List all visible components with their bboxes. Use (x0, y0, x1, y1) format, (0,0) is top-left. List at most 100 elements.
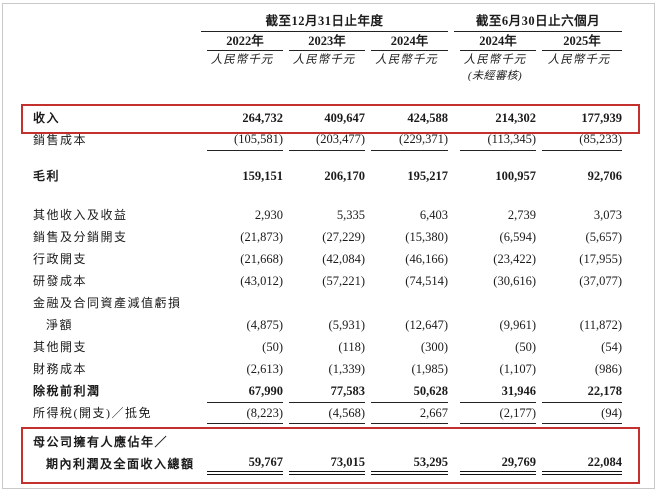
cell-value: 67,990 (248, 383, 283, 398)
cell-value: (27,229) (322, 229, 365, 244)
row-label: 其他開支 (33, 339, 88, 354)
cell-value: (23,422) (493, 251, 536, 266)
empty-corner-cell (33, 13, 201, 31)
cell-value: (118) (338, 339, 365, 354)
cell-value: 92,706 (587, 168, 622, 183)
cell-value: (11,872) (579, 317, 622, 332)
spacer-row (33, 187, 622, 204)
row-label: 金融及合同資產減值虧損 (33, 295, 182, 310)
table-row: 其他開支 (50) (118) (300) (50) (54) (33, 336, 622, 358)
cell-value: 6,403 (419, 207, 448, 222)
cell-value: (85,233) (536, 129, 622, 151)
column-group-annual: 截至12月31日止年度 (201, 13, 448, 32)
row-label: 銷售及分銷開支 (33, 229, 128, 244)
cell-value: (1,339) (328, 361, 365, 376)
row-label: 母公司擁有人應佔年／ (33, 434, 169, 449)
table-row: 金融及合同資產減值虧損 (33, 292, 622, 314)
row-label: 除稅前利潤 (33, 383, 101, 398)
cell-value: 2,930 (254, 207, 283, 222)
cell-value: (6,594) (499, 229, 536, 244)
cell-value: 264,732 (242, 110, 283, 125)
cell-value (283, 292, 365, 314)
cell-value: (43,012) (240, 273, 283, 288)
cell-value: 3,073 (593, 207, 622, 222)
unaudited-note: (未經審核) (467, 69, 523, 82)
cell-value: (37,077) (579, 273, 622, 288)
year-header-2023: 2023年 (283, 31, 365, 51)
row-label: 收入 (33, 110, 61, 125)
unit-label: 人民幣千元 (375, 53, 438, 66)
row-label: 毛利 (33, 168, 61, 183)
cell-value: 73,015 (283, 453, 365, 475)
image-frame-border (2, 3, 655, 489)
cell-value (454, 431, 536, 453)
cell-value: (9,961) (499, 317, 536, 332)
cell-value: 53,295 (365, 453, 448, 475)
unit-label: 人民幣千元 (463, 53, 527, 66)
cell-value: 206,170 (324, 168, 365, 183)
cell-value: (113,345) (454, 129, 536, 151)
table-row: 所得稅(開支)／抵免 (8,223) (4,568) 2,667 (2,177) (94) (33, 401, 622, 424)
cell-value: 29,769 (454, 453, 536, 475)
cell-value: 5,335 (336, 207, 365, 222)
cell-value: (5,657) (585, 229, 622, 244)
unit-label: 人民幣千元 (547, 53, 611, 66)
cell-value (201, 431, 283, 453)
cell-value: (94) (536, 401, 622, 424)
table-row: 除稅前利潤 67,990 77,583 50,628 31,946 22,178 (33, 380, 622, 402)
cell-value: (229,371) (365, 129, 448, 151)
table-row: 銷售成本 (105,581) (203,477) (229,371) (113,345)… (33, 129, 622, 151)
cell-value: (21,873) (240, 229, 283, 244)
cell-value: 424,588 (407, 110, 448, 125)
table-row-highlighted: 母公司擁有人應佔年／ (33, 431, 622, 453)
cell-value: 22,084 (536, 453, 622, 475)
table-row: 毛利 159,151 206,170 195,217 100,957 92,706 (33, 165, 622, 187)
year-header-2025-interim: 2025年 (536, 31, 622, 51)
cell-value: 50,628 (413, 383, 448, 398)
spacer-row (33, 424, 622, 431)
cell-value: (300) (420, 339, 448, 354)
table-row-highlighted: 期內利潤及全面收入總額 59,767 73,015 53,295 29,769 22,08… (33, 453, 622, 475)
cell-value: 59,767 (201, 453, 283, 475)
cell-value: (17,955) (579, 251, 622, 266)
row-label: 所得稅(開支)／抵免 (33, 405, 152, 420)
cell-value: (203,477) (283, 129, 365, 151)
cell-value: (4,875) (246, 317, 283, 332)
cell-value: 214,302 (495, 110, 536, 125)
unit-label: 人民幣千元 (292, 53, 356, 66)
cell-value: (50) (515, 339, 536, 354)
year-header-row: 2022年 2023年 2024年 2024年 2025年 (33, 31, 622, 51)
cell-value: 77,583 (330, 383, 365, 398)
cell-value: (1,985) (411, 361, 448, 376)
cell-value: (2,613) (246, 361, 283, 376)
row-label: 銷售成本 (33, 132, 88, 147)
cell-value (365, 431, 448, 453)
cell-value: (46,166) (405, 251, 448, 266)
row-label: 研發成本 (33, 273, 88, 288)
cell-value: 22,178 (587, 383, 622, 398)
cell-value: 31,946 (501, 383, 536, 398)
table-row: 淨額 (4,875) (5,931) (12,647) (9,961) (11,872) (33, 314, 622, 336)
year-header-2022: 2022年 (201, 31, 283, 51)
table-row: 其他收入及收益 2,930 5,335 6,403 2,739 3,073 (33, 204, 622, 226)
cell-value: (42,084) (322, 251, 365, 266)
spacer-row (33, 151, 622, 165)
currency-unit-row: 人民幣千元 人民幣千元 人民幣千元 人民幣千元 人民幣千元 (33, 51, 622, 69)
cell-value: (74,514) (405, 273, 448, 288)
cell-value (454, 292, 536, 314)
cell-value: (1,107) (499, 361, 536, 376)
spacer-row (33, 86, 622, 107)
cell-value: 100,957 (495, 168, 536, 183)
cell-value (365, 292, 448, 314)
cell-value (201, 292, 283, 314)
cell-value (536, 431, 622, 453)
cell-value: (5,931) (328, 317, 365, 332)
table-row: 銷售及分銷開支 (21,873) (27,229) (15,380) (6,594) (5… (33, 226, 622, 248)
table-row: 財務成本 (2,613) (1,339) (1,985) (1,107) (986) (33, 358, 622, 380)
table-row-highlighted: 收入 264,732 409,647 424,588 214,302 177,939 (33, 107, 622, 129)
row-label: 期內利潤及全面收入總額 (46, 456, 195, 471)
row-label: 淨額 (46, 317, 74, 332)
unit-label: 人民幣千元 (210, 53, 274, 66)
cell-value: 2,739 (507, 207, 536, 222)
